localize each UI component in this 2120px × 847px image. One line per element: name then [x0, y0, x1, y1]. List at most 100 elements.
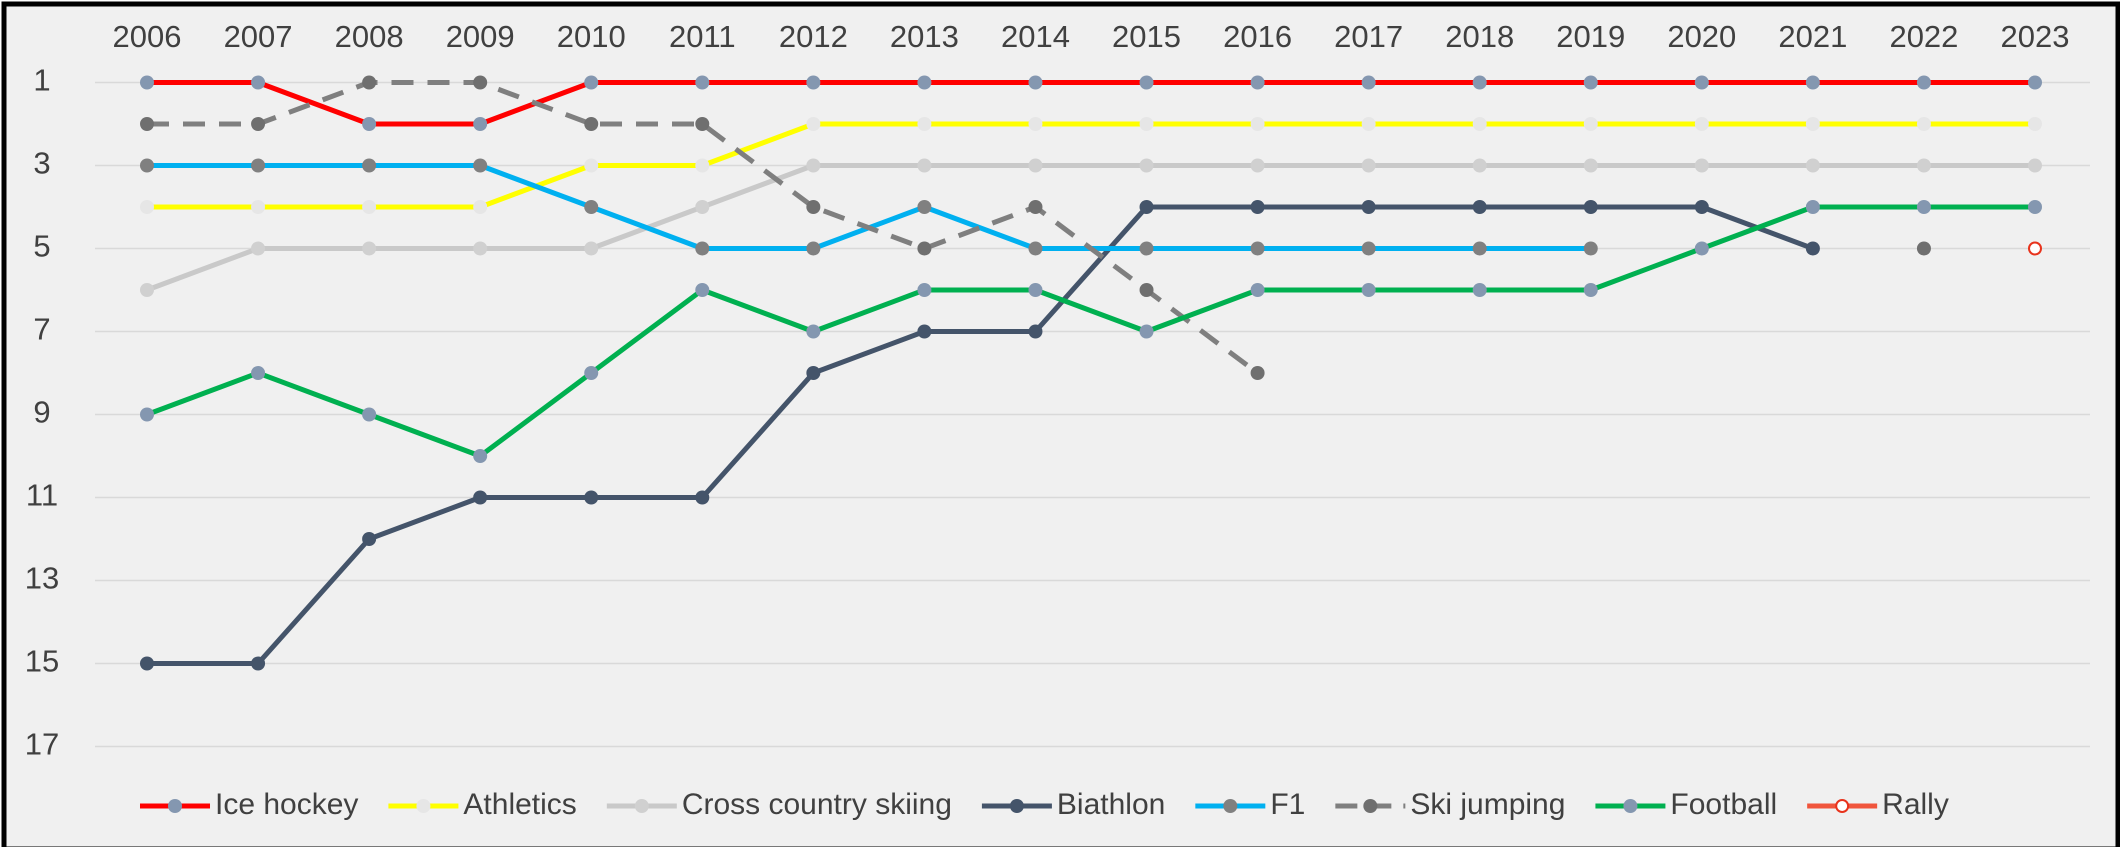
data-point — [695, 490, 710, 505]
data-point — [251, 656, 266, 671]
data-point — [251, 75, 266, 90]
data-point — [1361, 283, 1376, 297]
legend-marker — [1835, 799, 1850, 813]
data-point — [1139, 117, 1154, 131]
x-tick-label: 2014 — [1001, 19, 1070, 54]
data-point — [1250, 366, 1265, 380]
data-point — [1250, 283, 1265, 297]
data-point — [473, 449, 488, 463]
data-point — [2028, 241, 2042, 256]
legend-item: Rally — [1807, 788, 1949, 821]
data-point — [1472, 283, 1487, 297]
data-point — [1028, 241, 1043, 256]
data-point — [1361, 117, 1376, 131]
data-point — [1028, 117, 1043, 131]
data-point — [1916, 158, 1931, 173]
x-tick-label: 2022 — [1889, 19, 1958, 54]
legend-label: Athletics — [463, 788, 576, 821]
data-point — [695, 75, 710, 90]
data-point — [2028, 117, 2042, 131]
x-tick-label: 2012 — [779, 19, 848, 54]
data-point — [1139, 200, 1154, 214]
x-tick-label: 2008 — [335, 19, 404, 54]
legend-label: F1 — [1270, 788, 1305, 821]
data-point — [806, 324, 821, 339]
legend-marker — [416, 799, 431, 813]
data-point — [2028, 75, 2042, 90]
data-point — [1250, 241, 1265, 256]
data-point — [1583, 75, 1598, 90]
y-tick-label: 5 — [33, 229, 50, 264]
data-point — [1805, 75, 1820, 90]
data-point — [362, 241, 377, 256]
legend-item: Football — [1595, 788, 1777, 821]
legend-marker — [1223, 799, 1238, 813]
legend-item: F1 — [1195, 788, 1305, 821]
data-point — [917, 117, 932, 131]
data-point — [140, 117, 154, 131]
data-point — [584, 366, 599, 380]
legend-item: Athletics — [388, 788, 577, 821]
data-point — [1361, 200, 1376, 214]
data-point — [1361, 241, 1376, 256]
data-point — [1583, 158, 1598, 173]
data-point — [695, 117, 710, 131]
data-point — [806, 366, 821, 380]
data-point — [473, 158, 488, 173]
x-tick-label: 2015 — [1112, 19, 1181, 54]
data-point — [1472, 158, 1487, 173]
y-tick-label: 11 — [26, 478, 58, 513]
data-point — [1805, 200, 1820, 214]
legend-label: Cross country skiing — [682, 788, 952, 821]
data-point — [584, 158, 599, 173]
data-point — [1694, 200, 1709, 214]
x-tick-label: 2020 — [1667, 19, 1736, 54]
data-point — [140, 283, 154, 297]
data-point — [1694, 75, 1709, 90]
y-tick-label: 3 — [33, 146, 50, 181]
data-point — [1250, 117, 1265, 131]
x-tick-label: 2021 — [1778, 19, 1847, 54]
data-point — [1250, 75, 1265, 90]
data-point — [1583, 200, 1598, 214]
x-tick-label: 2006 — [113, 19, 182, 54]
data-point — [251, 241, 266, 256]
data-point — [917, 241, 932, 256]
data-point — [140, 200, 154, 214]
y-tick-label: 9 — [33, 395, 50, 430]
data-point — [1028, 75, 1043, 90]
legend-marker — [1623, 799, 1638, 813]
y-tick-label: 1 — [33, 63, 50, 98]
x-tick-label: 2007 — [224, 19, 293, 54]
data-point — [917, 158, 932, 173]
x-tick-label: 2011 — [669, 19, 736, 54]
data-point — [362, 532, 377, 546]
data-point — [917, 75, 932, 90]
data-point — [1694, 117, 1709, 131]
data-point — [2028, 158, 2042, 173]
data-point — [584, 490, 599, 505]
data-point — [917, 324, 932, 339]
data-point — [1139, 158, 1154, 173]
data-point — [1694, 158, 1709, 173]
data-point — [1805, 117, 1820, 131]
x-tick-label: 2009 — [446, 19, 515, 54]
data-point — [362, 200, 377, 214]
data-point — [1028, 324, 1043, 339]
data-point — [1028, 158, 1043, 173]
data-point — [1028, 200, 1043, 214]
x-tick-label: 2010 — [557, 19, 626, 54]
data-point — [1916, 117, 1931, 131]
data-point — [584, 241, 599, 256]
data-point — [1583, 283, 1598, 297]
legend-item: Cross country skiing — [606, 788, 952, 821]
legend-marker — [168, 799, 182, 813]
data-point — [1028, 283, 1043, 297]
data-point — [362, 75, 377, 90]
y-tick-label: 17 — [25, 727, 59, 762]
legend-marker — [1009, 799, 1024, 813]
data-point — [473, 200, 488, 214]
x-tick-label: 2018 — [1445, 19, 1514, 54]
data-point — [251, 366, 266, 380]
